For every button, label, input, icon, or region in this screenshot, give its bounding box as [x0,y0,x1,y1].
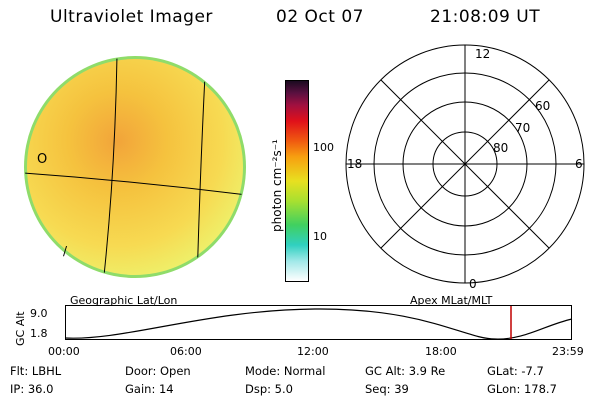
colorbar-unit-label: photon cm⁻²s⁻¹ [270,139,284,232]
colorbar [285,80,309,282]
altitude-xtick-3: 18:00 [425,345,457,358]
altitude-xtick-0: 00:00 [48,345,80,358]
info-mode: Mode: Normal [245,364,326,378]
right-caption: Apex MLat/MLT [410,294,493,307]
earth-image: O / [24,56,246,278]
colorbar-tick-100: 100 [313,141,334,154]
altitude-ytick-max: 9.0 [30,307,48,320]
disk-fill [27,59,243,275]
altitude-xtick-1: 06:00 [170,345,202,358]
mlt-label-12: 12 [475,47,490,61]
info-glat: GLat: -7.7 [487,364,544,378]
altitude-xtick-2: 12:00 [297,345,329,358]
info-flt: Flt: LBHL [10,364,62,378]
info-ip: IP: 36.0 [10,382,54,396]
colorbar-tick-10: 10 [313,230,327,243]
mlt-label-0: 0 [469,277,477,290]
app-title: Ultraviolet Imager [50,7,213,27]
polar-plot: 12 18 6 0 60 70 80 [345,44,585,290]
mlat-label-60: 60 [535,99,550,113]
coast-mark-2: / [63,244,68,258]
left-caption: Geographic Lat/Lon [70,294,178,307]
info-glon: GLon: 178.7 [487,382,557,396]
mlt-label-18: 18 [347,157,362,171]
info-door: Door: Open [125,364,191,378]
mlt-label-6: 6 [575,157,583,171]
altitude-ytick-min: 1.8 [30,327,48,340]
time-label: 21:08:09 UT [430,7,541,27]
mlat-label-80: 80 [493,141,508,155]
info-dsp: Dsp: 5.0 [245,382,293,396]
altitude-curve [65,308,573,340]
info-gc-alt: GC Alt: 3.9 Re [365,364,446,378]
date-label: 02 Oct 07 [276,7,364,27]
info-gain: Gain: 14 [125,382,174,396]
altitude-plot [65,305,573,340]
info-seq: Seq: 39 [365,382,409,396]
altitude-xtick-4: 23:59 [552,345,584,358]
mlat-label-70: 70 [515,121,530,135]
altitude-ylabel: GC Alt [14,311,27,346]
coast-mark: O [37,152,47,167]
